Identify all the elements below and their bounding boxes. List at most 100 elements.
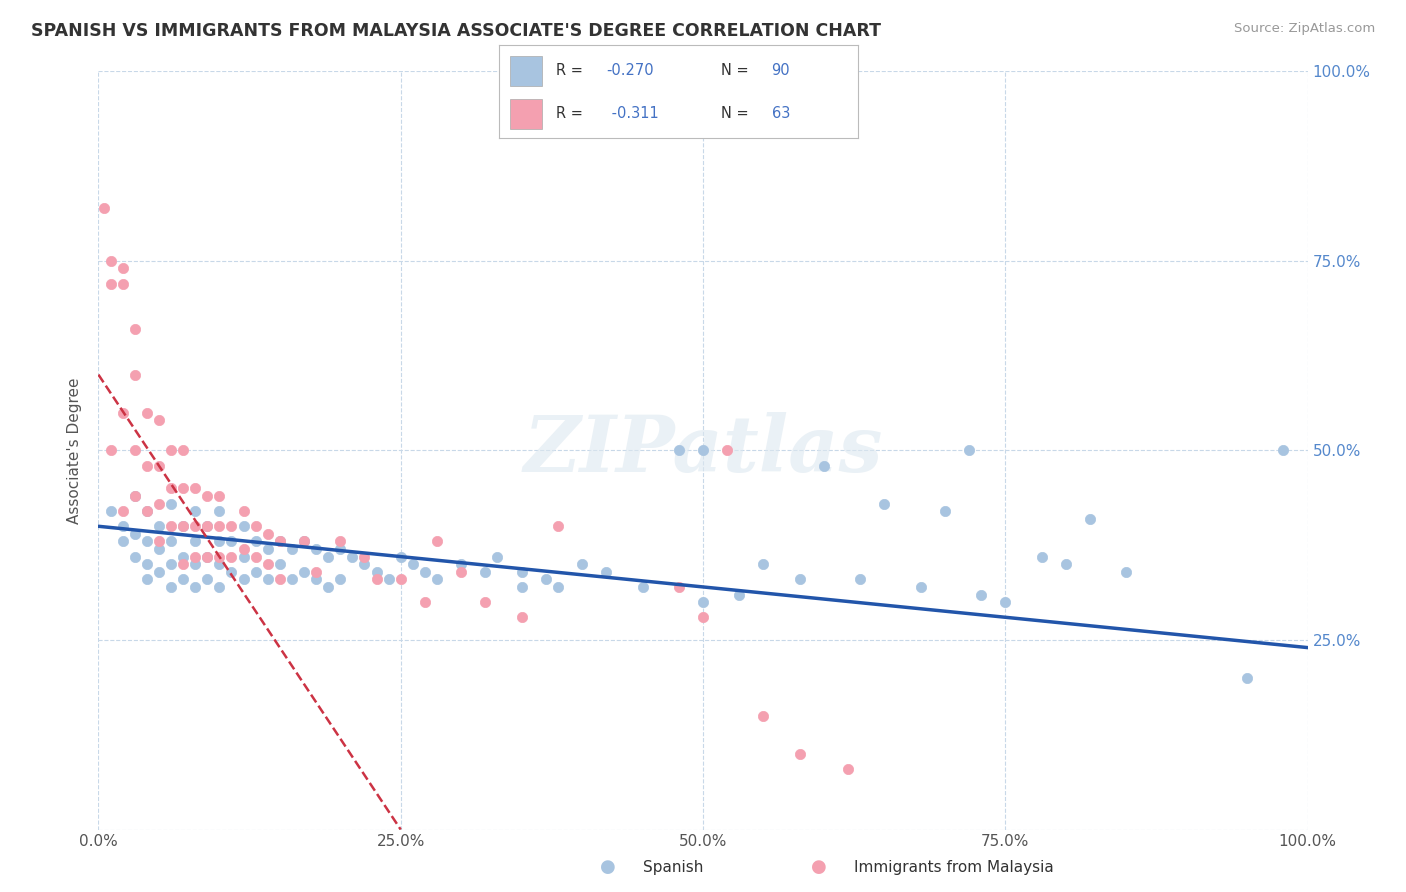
- Point: [389, 549, 412, 564]
- Text: 90: 90: [772, 63, 790, 78]
- Point: [124, 368, 146, 382]
- Point: [256, 573, 278, 587]
- Point: [366, 573, 388, 587]
- Point: [269, 573, 291, 587]
- Point: [135, 405, 157, 420]
- Point: [692, 443, 714, 458]
- Point: [100, 443, 122, 458]
- Point: [329, 542, 352, 557]
- Point: [474, 565, 496, 579]
- Point: [184, 557, 207, 572]
- Point: [316, 580, 339, 594]
- Point: [111, 261, 134, 276]
- Point: [148, 534, 170, 549]
- Point: [195, 549, 218, 564]
- Point: [342, 549, 364, 564]
- Point: [184, 580, 207, 594]
- Point: [111, 277, 134, 291]
- Point: [172, 557, 194, 572]
- Point: [292, 565, 315, 579]
- Point: [292, 534, 315, 549]
- Point: [269, 534, 291, 549]
- Point: [281, 542, 304, 557]
- Point: [377, 573, 399, 587]
- Point: [692, 610, 714, 624]
- Point: [232, 549, 254, 564]
- Point: [148, 565, 170, 579]
- Point: [595, 565, 617, 579]
- Point: [184, 534, 207, 549]
- Point: [221, 519, 243, 533]
- Point: [221, 565, 243, 579]
- Point: [111, 504, 134, 518]
- Text: ●: ●: [600, 858, 616, 876]
- Point: [172, 519, 194, 533]
- Point: [534, 573, 557, 587]
- Point: [281, 573, 304, 587]
- Point: [849, 573, 872, 587]
- Point: [195, 519, 218, 533]
- Point: [692, 595, 714, 609]
- Point: [221, 549, 243, 564]
- Point: [148, 496, 170, 510]
- Point: [148, 542, 170, 557]
- Point: [184, 549, 207, 564]
- Point: [195, 519, 218, 533]
- Point: [413, 595, 436, 609]
- Point: [994, 595, 1017, 609]
- Point: [789, 573, 811, 587]
- Point: [195, 573, 218, 587]
- Point: [232, 542, 254, 557]
- Point: [450, 557, 472, 572]
- Point: [172, 519, 194, 533]
- Point: [135, 534, 157, 549]
- Point: [195, 489, 218, 503]
- Point: [752, 708, 775, 723]
- Point: [148, 413, 170, 427]
- Point: [160, 557, 183, 572]
- Point: [329, 534, 352, 549]
- Point: [160, 496, 183, 510]
- Point: [1031, 549, 1053, 564]
- Point: [208, 519, 231, 533]
- Text: Immigrants from Malaysia: Immigrants from Malaysia: [853, 860, 1054, 874]
- Point: [135, 504, 157, 518]
- Point: [208, 534, 231, 549]
- Point: [366, 565, 388, 579]
- Point: [100, 277, 122, 291]
- Point: [208, 504, 231, 518]
- Point: [124, 489, 146, 503]
- Text: SPANISH VS IMMIGRANTS FROM MALAYSIA ASSOCIATE'S DEGREE CORRELATION CHART: SPANISH VS IMMIGRANTS FROM MALAYSIA ASSO…: [31, 22, 882, 40]
- FancyBboxPatch shape: [510, 56, 543, 86]
- Point: [160, 482, 183, 496]
- Point: [172, 549, 194, 564]
- Point: [124, 526, 146, 541]
- Point: [124, 549, 146, 564]
- Point: [245, 565, 267, 579]
- Point: [1236, 671, 1258, 685]
- Point: [135, 573, 157, 587]
- Point: [450, 565, 472, 579]
- Text: ZIPatlas: ZIPatlas: [523, 412, 883, 489]
- Point: [668, 443, 690, 458]
- Text: -0.270: -0.270: [607, 63, 654, 78]
- Point: [426, 573, 449, 587]
- Point: [668, 580, 690, 594]
- Point: [631, 580, 654, 594]
- Point: [910, 580, 932, 594]
- Point: [1054, 557, 1077, 572]
- Point: [232, 519, 254, 533]
- Point: [1078, 512, 1101, 526]
- Point: [316, 549, 339, 564]
- Point: [353, 549, 375, 564]
- Text: 63: 63: [772, 106, 790, 121]
- Point: [135, 458, 157, 473]
- Point: [208, 557, 231, 572]
- Text: -0.311: -0.311: [607, 106, 658, 121]
- Point: [389, 573, 412, 587]
- Point: [934, 504, 956, 518]
- Point: [172, 482, 194, 496]
- Point: [547, 519, 569, 533]
- Point: [135, 557, 157, 572]
- Point: [269, 534, 291, 549]
